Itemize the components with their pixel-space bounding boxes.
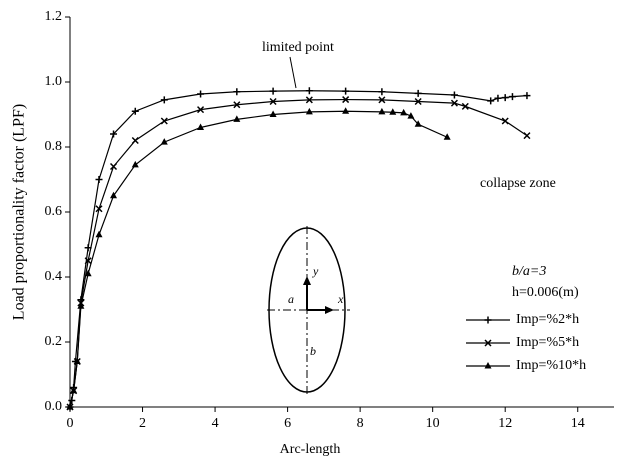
data-point	[160, 96, 168, 104]
data-point	[110, 130, 118, 138]
data-point	[95, 230, 103, 238]
data-point	[378, 88, 386, 96]
data-point	[84, 269, 92, 277]
data-point	[160, 117, 168, 125]
x-tick-label: 14	[571, 416, 585, 431]
data-point	[305, 107, 313, 115]
x-tick-label: 10	[426, 416, 440, 431]
legend-marker	[484, 316, 492, 324]
data-point	[487, 97, 495, 105]
data-point	[77, 302, 85, 309]
y-tick-label: 0.2	[45, 334, 63, 349]
data-point	[131, 107, 139, 115]
data-point	[378, 96, 386, 104]
data-point	[450, 99, 458, 107]
x-tick-label: 8	[357, 416, 364, 431]
data-point	[305, 96, 313, 104]
data-point	[407, 112, 415, 119]
diagram-label: x	[337, 292, 344, 306]
diagram-label: b	[310, 344, 316, 358]
data-point	[523, 132, 531, 140]
data-point	[233, 101, 241, 109]
y-tick-label: 1.2	[45, 9, 63, 24]
data-point	[305, 87, 313, 95]
data-point	[414, 97, 422, 106]
diagram-label: y	[312, 264, 319, 278]
x-tick-label: 4	[212, 416, 219, 431]
data-point	[461, 102, 469, 110]
data-point	[95, 205, 103, 213]
y-axis-label: Load proportionality factor (LPF)	[11, 104, 28, 320]
x-tick-label: 6	[284, 416, 291, 431]
data-point	[501, 94, 509, 102]
legend-marker	[484, 339, 492, 347]
legend-label: Imp=%5*h	[516, 335, 579, 350]
y-tick-label: 0.0	[45, 399, 63, 414]
annotation: b/a=3	[512, 264, 546, 279]
section-diagram	[267, 226, 350, 395]
data-point	[233, 88, 241, 96]
y-tick-label: 1.0	[45, 74, 63, 89]
data-point	[342, 87, 350, 95]
data-point	[66, 403, 74, 410]
y-tick-label: 0.8	[45, 139, 63, 154]
data-point	[494, 94, 502, 102]
data-point	[70, 386, 78, 394]
x-tick-label: 2	[139, 416, 146, 431]
x-axis-label: Arc-length	[280, 442, 341, 457]
annotation: h=0.006(m)	[512, 285, 579, 300]
x-tick-label: 12	[498, 416, 512, 431]
data-point	[269, 110, 277, 117]
data-point	[269, 87, 277, 95]
data-point	[389, 108, 397, 115]
data-point	[269, 97, 277, 106]
data-point	[197, 123, 205, 130]
data-point	[131, 136, 139, 145]
annotation-pointer	[289, 56, 297, 89]
data-point	[160, 138, 168, 145]
series-line	[69, 110, 448, 408]
data-point	[523, 92, 531, 100]
legend-label: Imp=%10*h	[516, 358, 586, 373]
data-point	[84, 257, 92, 265]
data-point	[197, 106, 205, 114]
data-point	[450, 91, 458, 99]
legend-label: Imp=%2*h	[516, 312, 579, 327]
diagram-label: a	[288, 292, 294, 306]
data-point	[508, 93, 516, 101]
data-point	[414, 120, 422, 127]
data-point	[109, 162, 118, 171]
data-point	[233, 115, 241, 122]
x-tick-label: 0	[67, 416, 74, 431]
y-tick-label: 0.4	[45, 269, 63, 284]
data-point	[342, 96, 350, 104]
series-line	[69, 98, 528, 408]
data-point	[73, 357, 81, 364]
y-tick-label: 0.6	[45, 204, 63, 219]
annotation: collapse zone	[480, 176, 556, 191]
annotation: limited point	[262, 40, 334, 55]
legend-marker	[484, 362, 492, 369]
data-point	[342, 107, 350, 114]
data-point	[110, 191, 118, 199]
data-point	[197, 90, 205, 98]
data-point	[95, 176, 103, 183]
data-point	[443, 133, 451, 140]
data-point	[131, 160, 139, 168]
data-point	[414, 89, 422, 97]
data-point	[501, 117, 509, 125]
data-point	[378, 107, 386, 115]
data-point	[400, 108, 408, 116]
